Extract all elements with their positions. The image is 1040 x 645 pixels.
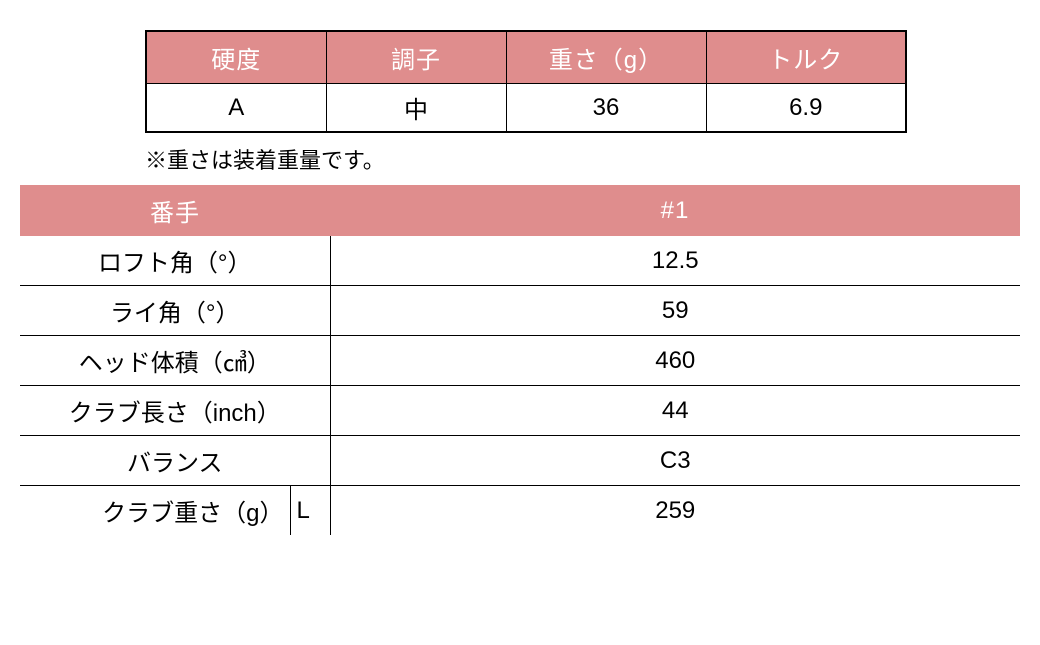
t1-cell-torque: 6.9: [706, 84, 906, 133]
t2-row-value: 259: [330, 486, 1020, 536]
t2-row-label: ヘッド体積（㎤）: [20, 336, 330, 386]
t2-row-label: バランス: [20, 436, 330, 486]
t2-row-value: 59: [330, 286, 1020, 336]
t2-row-label: クラブ長さ（inch）: [20, 386, 330, 436]
t2-header-number: 番手: [20, 185, 330, 236]
t2-row-value: 460: [330, 336, 1020, 386]
t1-header-hardness: 硬度: [146, 31, 326, 84]
shaft-spec-table: 硬度 調子 重さ（g） トルク A 中 36 6.9: [145, 30, 907, 133]
t2-row-label: ロフト角（°）: [20, 236, 330, 286]
t2-row-value: C3: [330, 436, 1020, 486]
t1-cell-weight: 36: [506, 84, 706, 133]
t2-row-label: ライ角（°）: [20, 286, 330, 336]
t2-row-value: 44: [330, 386, 1020, 436]
table-row: クラブ長さ（inch）44: [20, 386, 1020, 436]
t1-header-torque: トルク: [706, 31, 906, 84]
t1-header-weight: 重さ（g）: [506, 31, 706, 84]
t1-header-kickpoint: 調子: [326, 31, 506, 84]
weight-note: ※重さは装着重量です。: [145, 143, 1020, 175]
t2-row-sub: L: [290, 486, 330, 536]
table-row: ロフト角（°）12.5: [20, 236, 1020, 286]
table-row: ヘッド体積（㎤）460: [20, 336, 1020, 386]
t1-cell-hardness: A: [146, 84, 326, 133]
t1-cell-kickpoint: 中: [326, 84, 506, 133]
t2-row-value: 12.5: [330, 236, 1020, 286]
table-row: バランスC3: [20, 436, 1020, 486]
t2-header-club: #1: [330, 185, 1020, 236]
table-row: ライ角（°）59: [20, 286, 1020, 336]
t2-row-label: クラブ重さ（g）: [20, 486, 290, 536]
club-spec-table: 番手 #1 ロフト角（°）12.5ライ角（°）59ヘッド体積（㎤）460クラブ長…: [20, 185, 1020, 535]
t2-body: ロフト角（°）12.5ライ角（°）59ヘッド体積（㎤）460クラブ長さ（inch…: [20, 236, 1020, 535]
table-row: クラブ重さ（g）L259: [20, 486, 1020, 536]
